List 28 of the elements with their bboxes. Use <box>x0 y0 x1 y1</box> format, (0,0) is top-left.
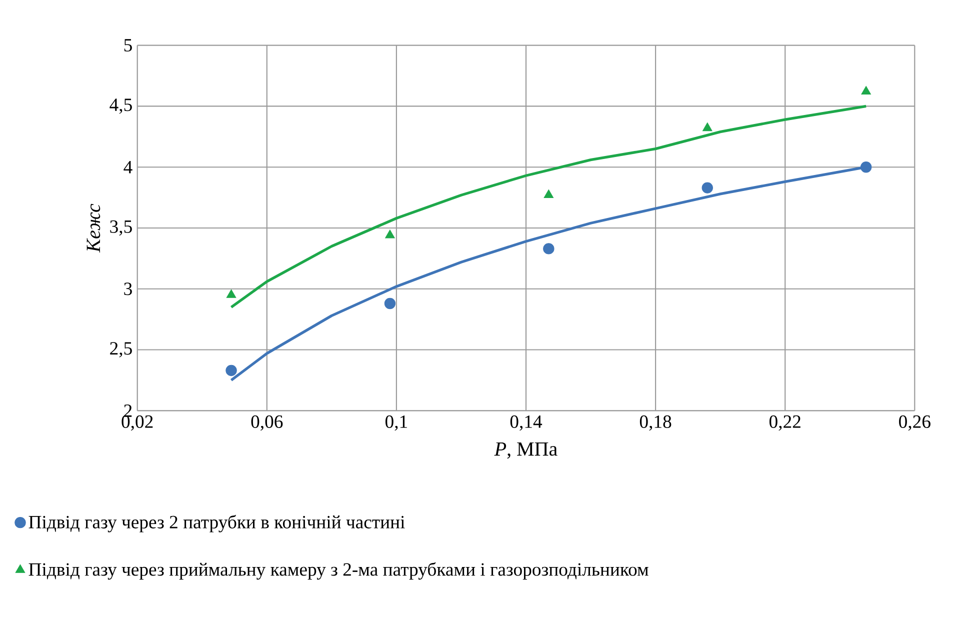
point <box>226 364 237 376</box>
y-tick-label: 3,5 <box>110 220 132 236</box>
x-tick-label: 0,22 <box>769 415 800 431</box>
y-tick-label: 4,5 <box>110 98 132 114</box>
point <box>385 230 395 238</box>
x-axis-title: P, МПа <box>494 442 558 459</box>
y-tick-label: 4 <box>124 160 132 174</box>
y-axis-title: Kежс <box>86 204 100 253</box>
y-tick-label: 5 <box>124 39 132 52</box>
x-tick-label: 0,02 <box>122 415 153 431</box>
point <box>226 289 236 298</box>
point <box>702 182 713 194</box>
x-tick-label: 0,14 <box>510 415 542 431</box>
y-tick-label: 3 <box>124 282 132 296</box>
line-series <box>230 104 868 308</box>
x-tick-label: 0,1 <box>385 415 407 431</box>
x-tick-label: 0,18 <box>640 415 672 431</box>
point <box>860 162 872 173</box>
x-tick-label: 0,06 <box>251 415 283 431</box>
point <box>544 190 554 198</box>
legend-label: Підвід газу через 2 патрубки в конічній частині <box>28 514 405 532</box>
point <box>702 122 712 132</box>
x-tick-label: 0,26 <box>899 415 930 431</box>
legend-label: Підвід газу через приймальну камеру з 2-ма патрубками і газорозподільником <box>28 562 648 580</box>
point <box>861 86 871 95</box>
point <box>543 243 554 254</box>
y-tick-label: 2,5 <box>110 342 132 358</box>
point <box>384 298 396 310</box>
